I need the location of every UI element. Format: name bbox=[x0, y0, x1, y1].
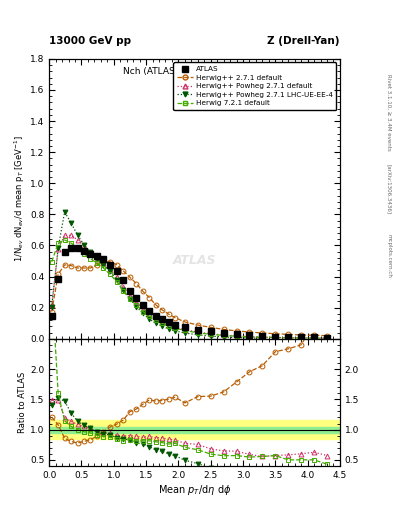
Bar bbox=[49, 420, 340, 439]
Text: [arXiv:1306.3436]: [arXiv:1306.3436] bbox=[387, 164, 391, 215]
Y-axis label: Ratio to ATLAS: Ratio to ATLAS bbox=[18, 372, 27, 433]
Text: 13000 GeV pp: 13000 GeV pp bbox=[49, 36, 131, 46]
Text: Nch (ATLAS UE in Z production): Nch (ATLAS UE in Z production) bbox=[123, 67, 266, 76]
X-axis label: Mean $p_T$/d$\eta$ d$\phi$: Mean $p_T$/d$\eta$ d$\phi$ bbox=[158, 482, 231, 497]
Text: Z (Drell-Yan): Z (Drell-Yan) bbox=[268, 36, 340, 46]
Text: mcplots.cern.ch: mcplots.cern.ch bbox=[387, 234, 391, 278]
Text: Rivet 3.1.10, ≥ 3.4M events: Rivet 3.1.10, ≥ 3.4M events bbox=[387, 74, 391, 151]
Bar bbox=[49, 426, 340, 433]
Text: ATLAS: ATLAS bbox=[173, 254, 216, 267]
Legend: ATLAS, Herwig++ 2.7.1 default, Herwig++ Powheg 2.7.1 default, Herwig++ Powheg 2.: ATLAS, Herwig++ 2.7.1 default, Herwig++ … bbox=[173, 62, 336, 110]
Y-axis label: 1/N$_{ev}$ dN$_{ev}$/d mean p$_T$ [GeV$^{-1}$]: 1/N$_{ev}$ dN$_{ev}$/d mean p$_T$ [GeV$^… bbox=[13, 135, 27, 262]
